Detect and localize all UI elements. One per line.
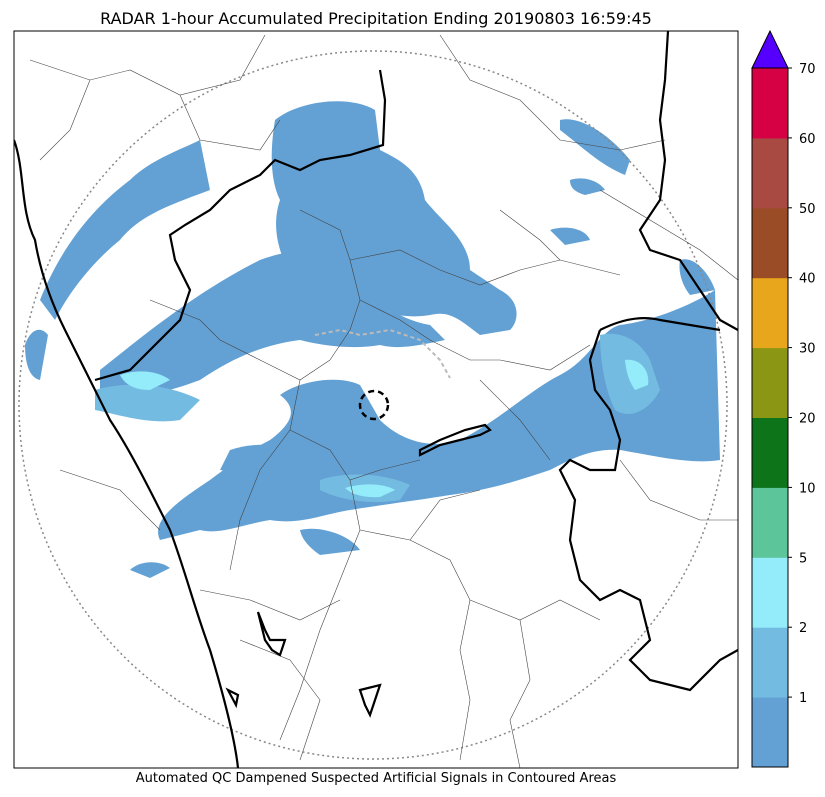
map-frame [13,30,739,769]
rain-area [345,484,395,498]
colorbar-bin [752,277,788,349]
rain-area [550,227,590,245]
precipitation-field [25,101,721,578]
colorbar-bin [752,697,788,768]
colorbar-tick-label: 30 [799,342,816,357]
colorbar-tick-label: 50 [799,202,816,217]
radar-range-ring [18,50,728,760]
map-title: RADAR 1-hour Accumulated Precipitation E… [100,9,652,28]
colorbar-bin [752,347,788,418]
artificial-signal-contour [314,328,451,379]
colorbar-bin [752,207,788,279]
rain-area [625,359,649,390]
colorbar-bin [752,137,788,209]
district-boundaries [29,34,738,768]
rain-area [560,119,630,175]
colorbar-bin [752,68,788,139]
colorbar-bin [752,627,788,698]
rain-area [40,140,210,320]
rain-area [570,178,605,195]
rain-area [95,384,200,422]
colorbar-tick-label: 1 [799,691,807,706]
rain-area [300,528,360,555]
colorbar-bin [752,557,788,628]
colorbar-tick-label: 70 [799,62,816,77]
colorbar-tick-label: 40 [799,272,816,287]
colorbar-tick-label: 5 [799,551,807,566]
colorbar-bin [752,417,788,488]
state-boundaries [14,31,738,768]
colorbar-tick-label: 2 [799,621,807,636]
rain-area [158,290,721,540]
qc-caption: Automated QC Dampened Suspected Artifici… [135,771,617,786]
rain-area [120,371,170,390]
colorbar-tick-label: 20 [799,412,816,427]
colorbar-tick-label: 10 [799,481,816,496]
colorbar-tick-label: 60 [799,132,816,147]
colorbar-extend-arrow [751,29,789,69]
colorbar-bin [752,487,788,558]
rain-area [220,444,300,472]
rain-area [100,251,445,397]
rain-area [130,562,170,578]
artificial-signal-contour [358,389,390,421]
rain-area [25,329,48,380]
